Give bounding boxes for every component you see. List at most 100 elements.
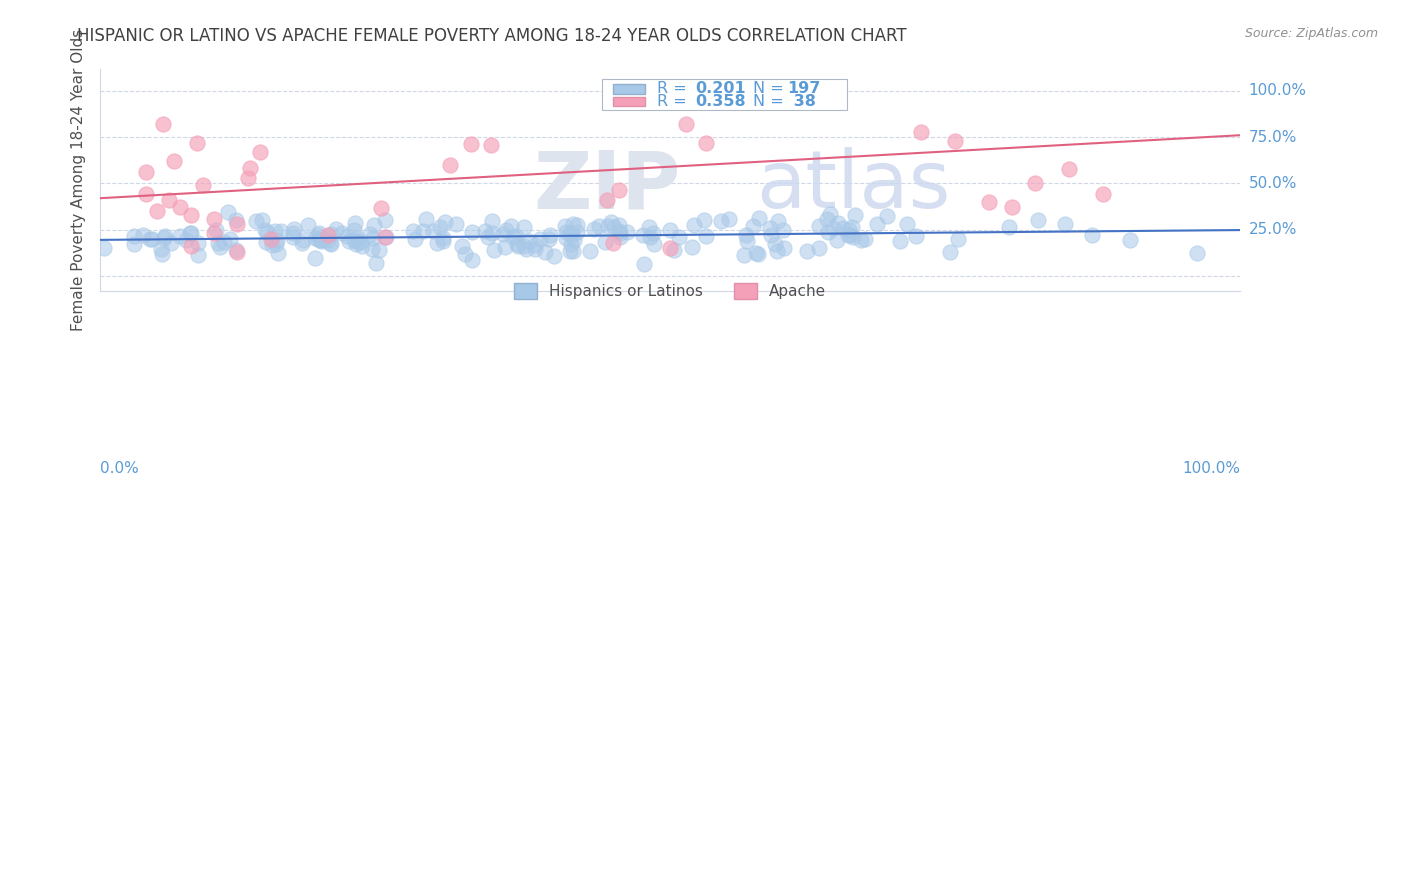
Legend: Hispanics or Latinos, Apache: Hispanics or Latinos, Apache [508,277,832,305]
Point [579,244,602,258]
Point [250,212,273,227]
Text: 0.358: 0.358 [696,95,747,110]
Point [264,224,287,238]
Point [735,228,758,243]
Point [855,232,877,246]
Point [187,235,209,250]
Point [474,224,496,238]
Point [889,234,911,248]
Point [603,219,626,234]
Point [422,224,444,238]
Point [249,145,271,159]
Point [179,227,201,241]
Point [219,232,242,246]
Point [905,228,928,243]
Text: 0.201: 0.201 [696,81,747,96]
Point [226,244,249,259]
Point [226,217,249,231]
Point [602,235,624,250]
Point [683,218,706,232]
Point [225,243,247,257]
Point [588,219,610,233]
Point [938,245,960,260]
Point [191,178,214,193]
Text: N =: N = [754,81,789,96]
Text: R =: R = [657,81,692,96]
Point [374,230,396,244]
Point [335,229,357,244]
Point [742,219,765,233]
Point [481,214,503,228]
Point [297,218,319,232]
Text: 25.0%: 25.0% [1249,222,1296,237]
Text: 75.0%: 75.0% [1249,129,1296,145]
Point [502,230,524,244]
Point [337,234,360,248]
Point [866,217,889,231]
Point [796,244,818,258]
Point [876,209,898,223]
Point [681,240,703,254]
Point [841,219,863,234]
Point [160,236,183,251]
Point [444,217,467,231]
Point [169,229,191,244]
Point [319,236,342,251]
Point [202,211,225,226]
Point [1119,233,1142,247]
Point [534,244,557,259]
Text: 197: 197 [787,81,821,96]
Point [596,193,619,207]
Point [517,234,540,248]
Point [637,219,659,234]
Point [823,221,845,235]
Point [537,232,560,246]
Point [745,246,768,260]
Point [1187,246,1209,260]
Point [122,237,145,252]
Point [404,232,426,246]
Point [561,244,583,259]
Point [583,221,606,235]
Point [260,232,283,246]
Point [717,211,740,226]
Point [153,231,176,245]
Point [343,233,366,247]
Point [554,219,576,233]
Point [593,235,616,249]
Point [896,218,918,232]
Point [346,230,368,244]
Point [180,208,202,222]
Point [412,224,434,238]
Point [695,136,717,150]
Point [363,218,385,232]
Point [217,205,239,219]
Point [710,214,733,228]
Point [943,134,966,148]
Bar [613,97,645,106]
Point [450,239,472,253]
Point [609,230,631,244]
Point [600,215,623,229]
Point [560,237,582,252]
Point [538,228,561,243]
Point [254,235,277,250]
Point [461,253,484,268]
Point [844,208,866,222]
Point [402,223,425,237]
Point [267,245,290,260]
Point [808,219,831,233]
Point [1092,187,1115,202]
Text: 0.0%: 0.0% [100,461,139,476]
Text: 38: 38 [787,95,815,110]
Point [93,241,115,255]
Point [359,227,381,241]
Point [344,237,367,252]
Point [312,233,335,247]
Point [979,194,1001,209]
Point [807,241,830,255]
Point [304,251,326,265]
Point [524,238,547,252]
Point [187,247,209,261]
Point [186,136,208,150]
